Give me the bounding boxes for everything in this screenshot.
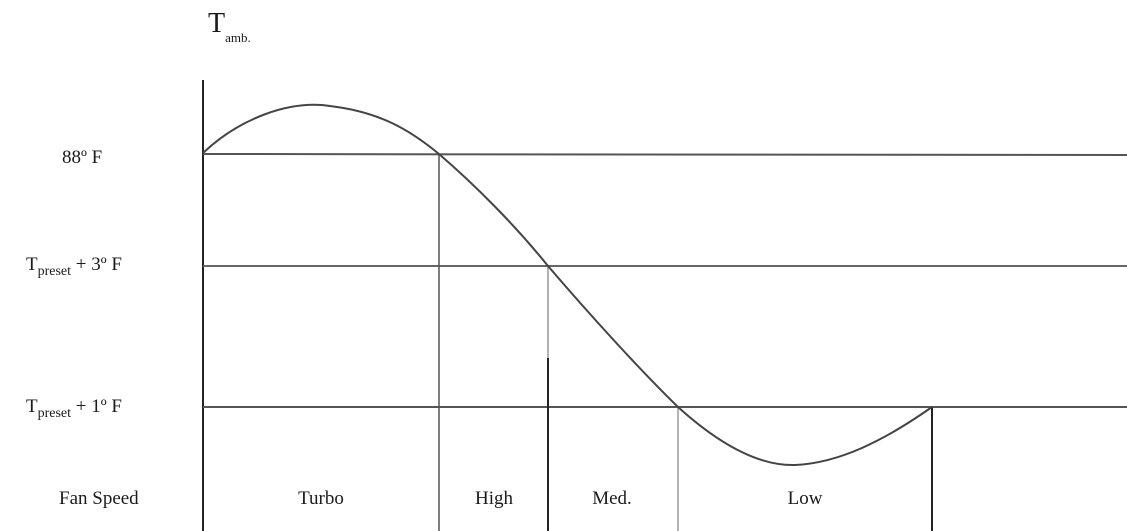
zone-label-high: High <box>475 488 513 509</box>
ambient-temperature-curve <box>202 103 933 467</box>
diagram-title: Tamb. <box>208 8 251 45</box>
level-label-88f: 88º F <box>62 147 103 168</box>
zone-label-med: Med. <box>592 488 632 509</box>
level-label-preset-plus-1: Tpreset + 1º F <box>26 396 122 421</box>
zone-label-turbo: Turbo <box>298 488 344 509</box>
zone-label-low: Low <box>787 488 823 509</box>
fan-speed-label: Fan Speed <box>59 488 139 509</box>
threshold-line-88f <box>202 153 1127 156</box>
level-label-preset-plus-3: Tpreset + 3º F <box>26 254 122 279</box>
